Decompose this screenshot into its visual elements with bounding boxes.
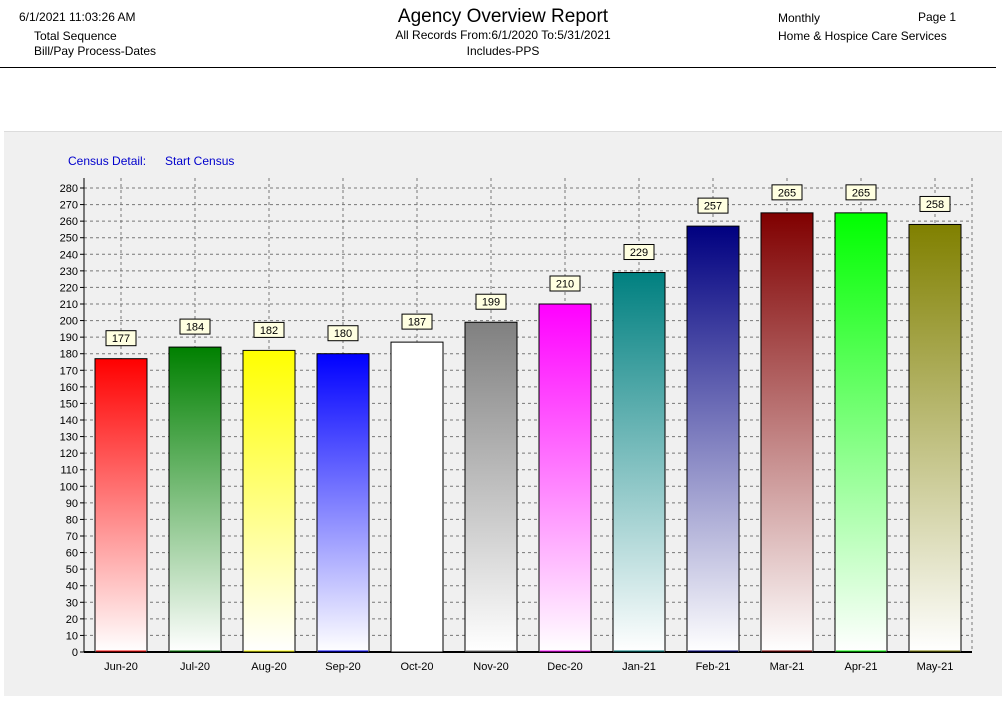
data-label-value: 229: [630, 247, 648, 259]
bar-jul-20: [168, 346, 222, 653]
data-label-value: 265: [852, 187, 870, 199]
data-label-value: 210: [556, 279, 574, 291]
data-label-box: [697, 197, 729, 214]
x-category-label: Jan-21: [622, 661, 656, 673]
y-tick-label: 50: [66, 564, 78, 576]
report-datetime: 6/1/2021 11:03:26 AM: [19, 10, 136, 24]
chart-data-labels: Jun-20 177 Jul-20 184 Aug-20 182 Sep-20 180 Oct-…: [104, 184, 954, 673]
data-label-box: [401, 313, 433, 330]
y-tick-label: 210: [60, 299, 78, 311]
y-tick-label: 130: [60, 432, 78, 444]
y-tick-label: 150: [60, 398, 78, 410]
y-tick-label: 10: [66, 630, 78, 642]
y-tick-label: 120: [60, 448, 78, 460]
chart-axes: 0 10 20 30 40 50 60 70 80 90 100 110 120 130 140 150 160…: [60, 178, 972, 659]
y-tick-label: 240: [60, 249, 78, 261]
report-date-range: All Records From:6/1/2020 To:5/31/2021: [395, 28, 611, 42]
y-tick-label: 260: [60, 216, 78, 228]
y-tick-label: 250: [60, 233, 78, 245]
data-label-box: [845, 184, 877, 201]
y-tick-label: 180: [60, 349, 78, 361]
bar-aug-20: [242, 349, 296, 653]
report-process-dates-label: Bill/Pay Process-Dates: [34, 44, 157, 58]
bar-sep-20: [316, 353, 370, 653]
y-tick-label: 70: [66, 531, 78, 543]
data-label-box: [771, 184, 803, 201]
data-label-value: 184: [186, 322, 204, 334]
x-category-label: Nov-20: [473, 661, 508, 673]
report-page-number: Page 1: [918, 10, 957, 24]
bar-jan-21: [612, 272, 666, 653]
bar-apr-21: [834, 212, 888, 653]
data-label-box: [105, 330, 137, 347]
report-period: Monthly: [778, 11, 821, 25]
report-includes: Includes-PPS: [466, 44, 540, 58]
y-tick-label: 40: [66, 581, 78, 593]
y-tick-label: 140: [60, 415, 78, 427]
bar-jun-20: [94, 358, 148, 653]
y-tick-label: 280: [60, 183, 78, 195]
bar-mar-21: [760, 212, 814, 653]
y-tick-label: 30: [66, 597, 78, 609]
data-label-value: 177: [112, 333, 130, 345]
data-label-box: [475, 293, 507, 310]
x-category-label: Dec-20: [547, 661, 582, 673]
y-tick-label: 270: [60, 200, 78, 212]
header-divider: [0, 67, 996, 68]
data-label-value: 258: [926, 199, 944, 211]
data-label-value: 199: [482, 297, 500, 309]
bar-nov-20: [464, 321, 518, 653]
data-label-box: [919, 195, 951, 212]
y-tick-label: 80: [66, 514, 78, 526]
y-tick-label: 230: [60, 266, 78, 278]
data-label-box: [253, 321, 285, 338]
y-tick-label: 110: [60, 465, 78, 477]
x-category-label: May-21: [917, 661, 954, 673]
y-tick-label: 20: [66, 614, 78, 626]
bar-may-21: [908, 223, 962, 653]
chart-bars: [94, 212, 962, 653]
bar-dec-20: [538, 303, 592, 653]
bar-oct-20: [390, 341, 444, 653]
x-category-label: Jul-20: [180, 661, 210, 673]
x-category-label: Mar-21: [770, 661, 805, 673]
data-label-box: [623, 244, 655, 261]
chart-caption-census-detail: Census Detail:: [68, 154, 147, 168]
data-label-box: [179, 318, 211, 335]
y-tick-label: 60: [66, 548, 78, 560]
data-label-value: 257: [704, 201, 722, 213]
y-tick-label: 90: [66, 498, 78, 510]
y-tick-label: 160: [60, 382, 78, 394]
y-tick-label: 220: [60, 282, 78, 294]
x-category-label: Aug-20: [251, 661, 286, 673]
report-agency-name: Home & Hospice Care Services: [778, 29, 947, 43]
x-category-label: Sep-20: [325, 661, 360, 673]
y-tick-label: 0: [72, 647, 78, 659]
data-label-value: 187: [408, 317, 426, 329]
chart-caption-start-census: Start Census: [165, 154, 235, 168]
y-tick-label: 100: [60, 481, 78, 493]
y-tick-label: 170: [60, 365, 78, 377]
report-title: Agency Overview Report: [397, 6, 609, 27]
data-label-value: 265: [778, 187, 796, 199]
data-label-value: 182: [260, 325, 278, 337]
bar-feb-21: [686, 225, 740, 653]
data-label-box: [327, 325, 359, 342]
data-label-value: 180: [334, 328, 352, 340]
y-tick-label: 190: [60, 332, 78, 344]
y-tick-label: 200: [60, 316, 78, 328]
x-category-label: Jun-20: [104, 661, 138, 673]
x-category-label: Apr-21: [844, 661, 877, 673]
data-label-box: [549, 275, 581, 292]
x-category-label: Oct-20: [400, 661, 433, 673]
report-sequence-label: Total Sequence: [34, 29, 117, 43]
x-category-label: Feb-21: [696, 661, 731, 673]
